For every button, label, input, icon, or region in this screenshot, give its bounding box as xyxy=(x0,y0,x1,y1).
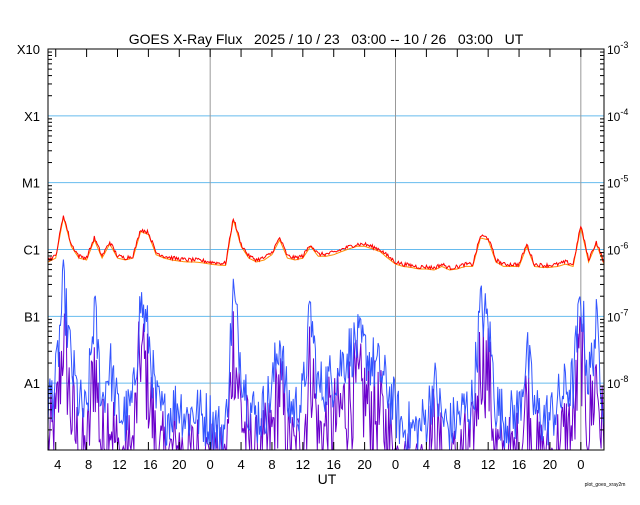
x-tick-label: 12 xyxy=(481,457,495,472)
chart-title: GOES X-Ray Flux 2025 / 10 / 23 03:00 -- … xyxy=(129,31,524,47)
y-right-tick-label: 10-3 xyxy=(607,40,628,57)
x-tick-label: 0 xyxy=(207,457,214,472)
grid-layer xyxy=(48,49,604,450)
y-left-tick-label: A1 xyxy=(24,376,40,391)
x-tick-label: 12 xyxy=(112,457,126,472)
series-layer xyxy=(48,215,604,450)
x-tick-label: 4 xyxy=(423,457,430,472)
x-tick-label: 12 xyxy=(296,457,310,472)
y-right-tick-label: 10-8 xyxy=(607,374,628,391)
x-tick-label: 16 xyxy=(143,457,157,472)
y-left-tick-label: X10 xyxy=(17,42,40,57)
x-tick-label: 20 xyxy=(357,457,371,472)
x-tick-label: 8 xyxy=(85,457,92,472)
y-left-tick-label: B1 xyxy=(24,309,40,324)
y-left-tick-label: C1 xyxy=(23,243,40,258)
y-left-tick-label: X1 xyxy=(24,109,40,124)
series-short-line xyxy=(48,259,604,450)
x-tick-label: 8 xyxy=(268,457,275,472)
y-right-tick-label: 10-5 xyxy=(607,174,628,191)
x-tick-label: 16 xyxy=(326,457,340,472)
axes-layer: X10 10-3 X1 10-4 M1 10-5 C1 10-6 B1 10-7 A1 10-8 4 8 1… xyxy=(17,40,629,472)
series-short-secondary-line xyxy=(48,311,604,450)
y-right-tick-label: 10-7 xyxy=(607,307,628,324)
x-tick-label: 4 xyxy=(54,457,61,472)
x-tick-label: 20 xyxy=(172,457,186,472)
x-tick-label: 4 xyxy=(237,457,244,472)
series-long-line xyxy=(48,215,604,271)
x-axis-label: UT xyxy=(318,471,337,487)
x-tick-label: 8 xyxy=(454,457,461,472)
plot-frame xyxy=(47,48,605,451)
y-right-tick-label: 10-4 xyxy=(607,107,628,124)
x-tick-label: 16 xyxy=(512,457,526,472)
x-tick-label: 0 xyxy=(392,457,399,472)
y-right-tick-label: 10-6 xyxy=(607,241,628,258)
footer-label: plot_goes_xray2m xyxy=(585,482,626,488)
y-left-tick-label: M1 xyxy=(22,176,40,191)
x-tick-label: 20 xyxy=(543,457,557,472)
x-tick-label: 0 xyxy=(577,457,584,472)
